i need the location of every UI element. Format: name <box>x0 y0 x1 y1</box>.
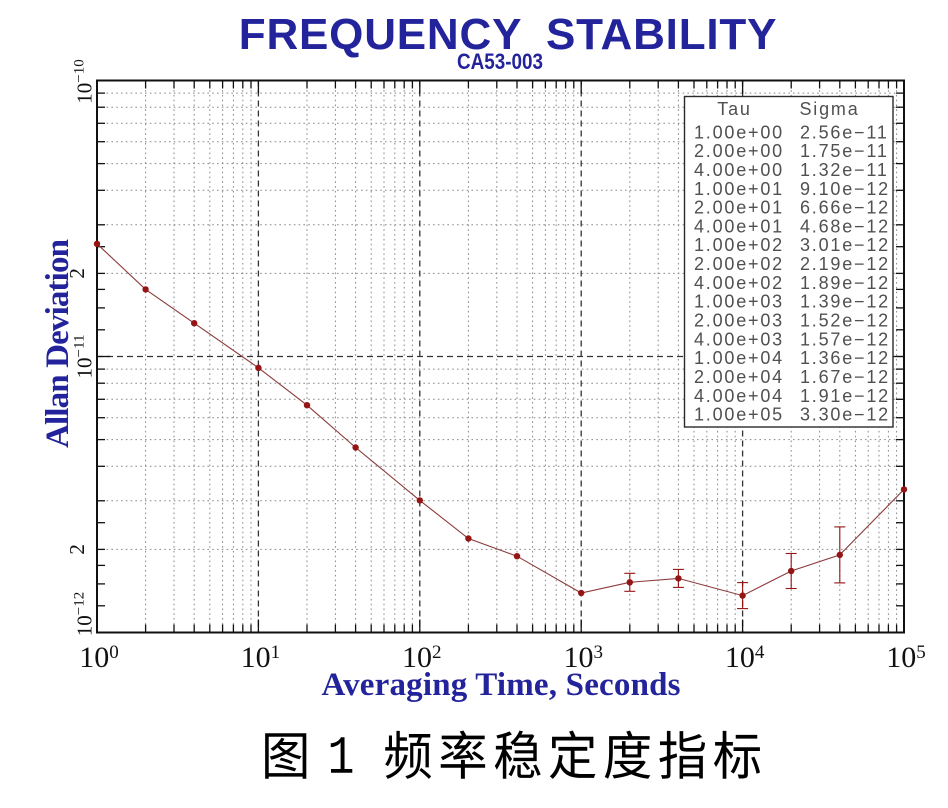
svg-text:1.89e−12: 1.89e−12 <box>800 273 890 293</box>
svg-text:1.00e+04: 1.00e+04 <box>694 348 784 368</box>
svg-text:4.00e+01: 4.00e+01 <box>694 216 784 236</box>
svg-text:4.00e+03: 4.00e+03 <box>694 329 784 349</box>
svg-text:2.00e+00: 2.00e+00 <box>694 141 784 161</box>
svg-text:6.66e−12: 6.66e−12 <box>800 198 890 218</box>
svg-text:2.56e−11: 2.56e−11 <box>800 122 889 142</box>
svg-text:1.57e−12: 1.57e−12 <box>800 329 890 349</box>
svg-text:2.00e+01: 2.00e+01 <box>694 198 784 218</box>
svg-text:2.00e+02: 2.00e+02 <box>694 254 784 274</box>
svg-text:1.36e−12: 1.36e−12 <box>800 348 890 368</box>
svg-text:1.91e−12: 1.91e−12 <box>800 386 890 406</box>
svg-text:3.30e−12: 3.30e−12 <box>800 405 890 425</box>
svg-text:2.19e−12: 2.19e−12 <box>800 254 890 274</box>
svg-text:1.52e−12: 1.52e−12 <box>800 311 890 331</box>
svg-text:4.00e+02: 4.00e+02 <box>694 273 784 293</box>
svg-text:FREQUENCY STABILITY: FREQUENCY STABILITY <box>239 10 777 59</box>
svg-text:1.32e−11: 1.32e−11 <box>800 160 889 180</box>
svg-text:1.67e−12: 1.67e−12 <box>800 367 890 387</box>
svg-text:Allan Deviation: Allan Deviation <box>40 239 76 448</box>
svg-text:Tau: Tau <box>717 99 751 119</box>
svg-text:1.00e+01: 1.00e+01 <box>694 179 784 199</box>
svg-text:9.10e−12: 9.10e−12 <box>800 179 890 199</box>
svg-text:Sigma: Sigma <box>799 99 859 119</box>
svg-text:3.01e−12: 3.01e−12 <box>800 235 890 255</box>
svg-text:4.00e+00: 4.00e+00 <box>694 160 784 180</box>
svg-text:1.00e+03: 1.00e+03 <box>694 292 784 312</box>
svg-text:1.39e−12: 1.39e−12 <box>800 292 890 312</box>
svg-text:1.00e+02: 1.00e+02 <box>694 235 784 255</box>
svg-text:Averaging Time, Seconds: Averaging Time, Seconds <box>322 667 681 703</box>
svg-text:1.00e+05: 1.00e+05 <box>694 405 784 425</box>
svg-text:4.00e+04: 4.00e+04 <box>694 386 784 406</box>
svg-text:4.68e−12: 4.68e−12 <box>800 216 890 236</box>
svg-text:1.00e+00: 1.00e+00 <box>694 122 784 142</box>
svg-text:2: 2 <box>65 544 89 555</box>
svg-text:2.00e+04: 2.00e+04 <box>694 367 784 387</box>
svg-text:2: 2 <box>65 268 89 279</box>
svg-text:CA53-003: CA53-003 <box>457 49 543 74</box>
svg-text:1.75e−11: 1.75e−11 <box>800 141 889 161</box>
svg-text:2.00e+03: 2.00e+03 <box>694 311 784 331</box>
